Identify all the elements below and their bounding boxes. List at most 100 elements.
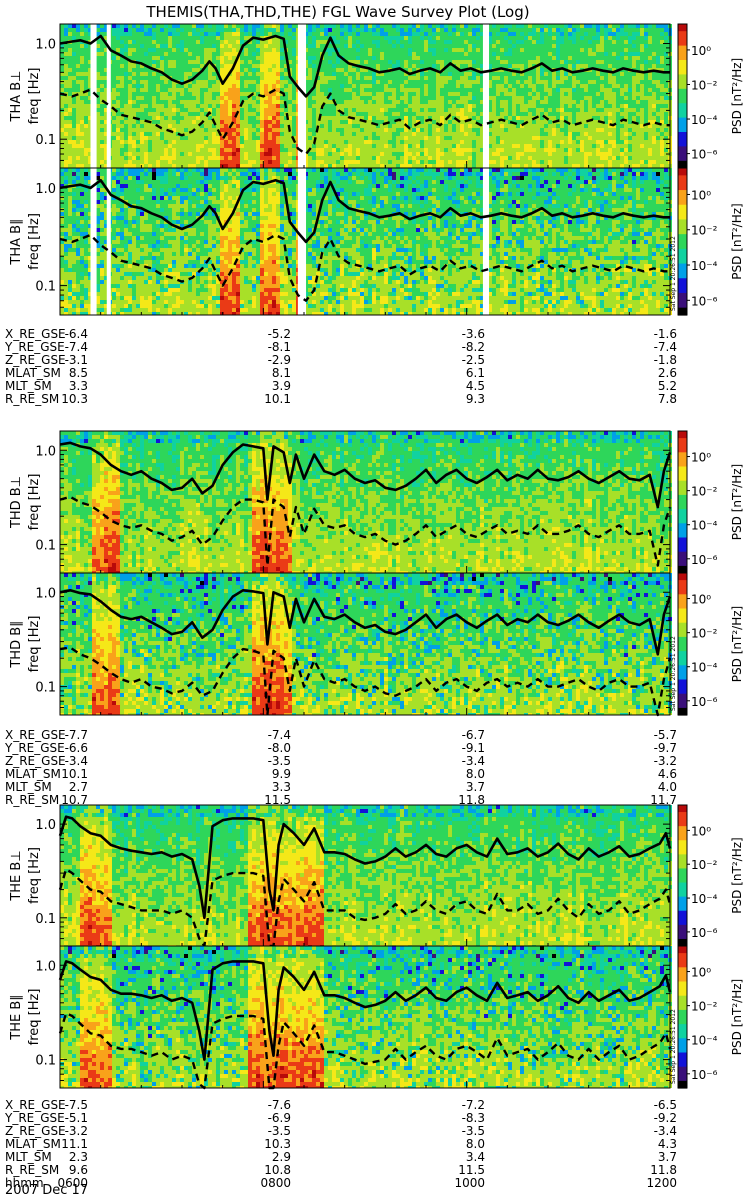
psd-cell [388,124,392,128]
psd-cell [328,104,332,108]
psd-cell [148,80,152,84]
psd-cell [612,64,616,68]
psd-cell [76,140,80,144]
psd-cell [424,88,428,92]
psd-cell [200,40,204,44]
psd-cell [472,128,476,132]
psd-cell [236,84,240,88]
psd-cell [64,108,68,112]
psd-cell [604,116,608,120]
psd-cell [596,148,600,152]
psd-cell [116,56,120,60]
psd-cell [144,76,148,80]
psd-cell [548,128,552,132]
psd-cell [532,156,536,160]
psd-cell [212,88,216,92]
psd-cell [244,28,248,32]
psd-cell [336,140,340,144]
psd-cell [416,128,420,132]
psd-cell [156,24,160,28]
psd-cell [272,28,276,32]
psd-cell [604,156,608,160]
psd-cell [324,84,328,88]
psd-cell [552,56,556,60]
psd-cell [176,136,180,140]
psd-cell [528,96,532,100]
psd-cell [72,80,76,84]
psd-cell [344,64,348,68]
psd-cell [332,72,336,76]
psd-cell [76,156,80,160]
psd-cell [328,116,332,120]
psd-cell [348,88,352,92]
psd-cell [372,128,376,132]
psd-cell [68,108,72,112]
psd-cell [144,148,148,152]
psd-cell [496,160,500,164]
psd-cell [288,56,292,60]
psd-cell [132,44,136,48]
psd-cell [224,36,228,40]
psd-cell [496,52,500,56]
psd-cell [244,52,248,56]
psd-cell [416,36,420,40]
psd-cell [252,28,256,32]
psd-cell [324,144,328,148]
psd-cell [584,156,588,160]
psd-cell [236,68,240,72]
psd-cell [352,132,356,136]
psd-cell [100,112,104,116]
psd-cell [472,32,476,36]
psd-cell [396,136,400,140]
psd-cell [532,144,536,148]
psd-cell [308,104,312,108]
psd-cell [80,72,84,76]
psd-cell [316,140,320,144]
psd-cell [440,132,444,136]
psd-cell [60,128,64,132]
psd-cell [408,24,412,28]
psd-cell [180,148,184,152]
psd-cell [148,140,152,144]
psd-cell [384,108,388,112]
psd-cell [196,164,200,168]
psd-cell [340,52,344,56]
psd-cell [264,140,268,144]
psd-cell [144,124,148,128]
psd-cell [460,64,464,68]
psd-cell [468,52,472,56]
psd-cell [292,100,296,104]
psd-cell [224,108,228,112]
psd-cell [140,28,144,32]
psd-cell [176,76,180,80]
psd-cell [176,144,180,148]
psd-cell [272,128,276,132]
psd-cell [168,72,172,76]
psd-cell [532,88,536,92]
psd-cell [68,92,72,96]
psd-cell [276,124,280,128]
psd-cell [324,140,328,144]
psd-cell [240,32,244,36]
psd-cell [328,144,332,148]
psd-cell [156,144,160,148]
psd-cell [312,40,316,44]
psd-cell [408,152,412,156]
psd-cell [572,64,576,68]
psd-cell [192,64,196,68]
psd-cell [144,96,148,100]
psd-cell [188,116,192,120]
psd-cell [320,156,324,160]
psd-cell [608,76,612,80]
psd-cell [464,60,468,64]
psd-cell [368,84,372,88]
psd-cell [120,108,124,112]
psd-cell [180,24,184,28]
psd-cell [432,52,436,56]
psd-cell [520,40,524,44]
psd-cell [580,76,584,80]
psd-cell [444,48,448,52]
psd-cell [376,64,380,68]
psd-cell [112,100,116,104]
psd-cell [316,88,320,92]
